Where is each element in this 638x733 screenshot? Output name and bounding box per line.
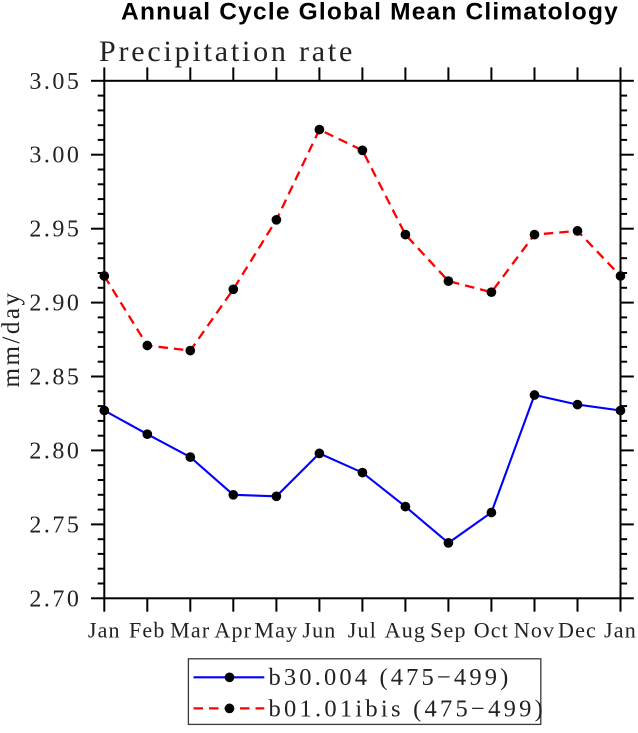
svg-text:2.95: 2.95 xyxy=(29,217,81,243)
svg-text:2.90: 2.90 xyxy=(29,291,81,317)
svg-text:Feb: Feb xyxy=(129,618,166,643)
svg-text:3.00: 3.00 xyxy=(29,143,81,169)
svg-text:Aug: Aug xyxy=(385,618,427,643)
svg-text:b01.01ibis (475−499): b01.01ibis (475−499) xyxy=(269,695,547,722)
svg-text:Jun: Jun xyxy=(302,618,336,643)
svg-text:Precipitation rate: Precipitation rate xyxy=(99,35,355,68)
svg-text:2.85: 2.85 xyxy=(29,365,81,391)
svg-text:Jul: Jul xyxy=(348,618,377,643)
svg-text:Mar: Mar xyxy=(170,618,210,643)
svg-text:Apr: Apr xyxy=(214,618,252,643)
svg-text:3.05: 3.05 xyxy=(29,69,81,95)
svg-text:Nov: Nov xyxy=(514,618,556,643)
svg-text:Jan: Jan xyxy=(604,618,637,643)
svg-text:Dec: Dec xyxy=(558,618,597,643)
svg-text:Oct: Oct xyxy=(474,618,509,643)
svg-text:b30.004 (475−499): b30.004 (475−499) xyxy=(269,664,512,691)
svg-text:2.75: 2.75 xyxy=(29,512,81,538)
svg-text:May: May xyxy=(254,618,298,643)
svg-text:Annual Cycle Global Mean Clima: Annual Cycle Global Mean Climatology xyxy=(121,0,619,26)
svg-text:2.80: 2.80 xyxy=(29,438,81,464)
svg-text:Sep: Sep xyxy=(430,618,467,643)
svg-text:2.70: 2.70 xyxy=(29,586,81,612)
svg-text:mm/day: mm/day xyxy=(0,291,25,388)
svg-text:Jan: Jan xyxy=(88,618,121,643)
